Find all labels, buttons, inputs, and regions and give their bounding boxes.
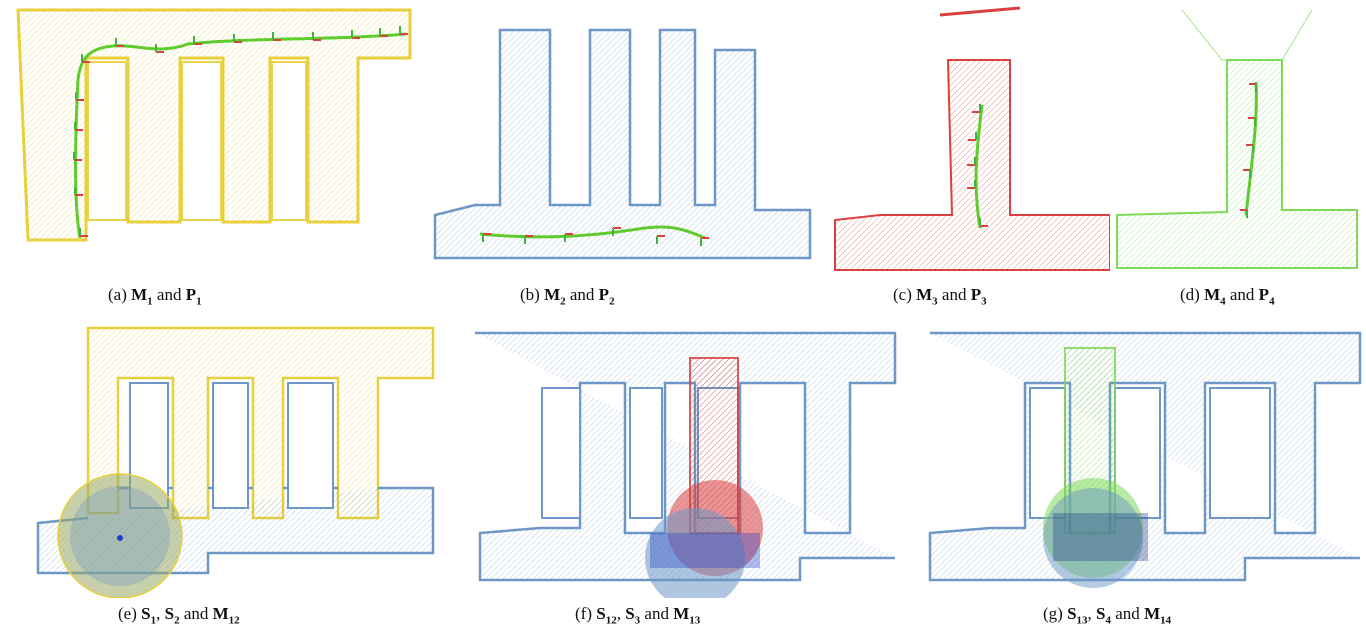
panel-g	[905, 318, 1363, 598]
caption-label: (e)	[118, 604, 142, 623]
caption-symbol: M14	[1144, 604, 1172, 627]
caption-f: (f) S12, S3 and M13	[575, 604, 701, 627]
caption-g: (g) S13, S4 and M14	[1043, 604, 1172, 627]
caption-label: (g)	[1043, 604, 1068, 623]
caption-label: (b)	[520, 285, 545, 304]
caption-symbol: S4	[1096, 604, 1112, 627]
caption-symbol: S2	[164, 604, 180, 627]
caption-label: (a)	[108, 285, 132, 304]
m4-outline	[1116, 59, 1358, 269]
caption-symbol: P4	[1258, 285, 1275, 308]
caption-b: (b) M2 and P2	[520, 285, 615, 308]
caption-symbol: M2	[544, 285, 566, 308]
panel-b	[425, 0, 815, 272]
map-m12-merged	[36, 326, 435, 598]
map-m14-merged	[928, 331, 1362, 588]
caption-symbol: M13	[673, 604, 701, 627]
panel-d	[1112, 0, 1362, 272]
p2-poses	[482, 227, 709, 246]
p4-trajectory	[1244, 81, 1258, 216]
caption-symbol: M3	[916, 285, 938, 308]
panel-a	[8, 0, 420, 272]
caption-symbol: M1	[131, 285, 153, 308]
panel-f	[440, 318, 900, 598]
panel-c	[820, 0, 1110, 272]
p4-poses	[1240, 83, 1257, 218]
caption-symbol: P2	[598, 285, 615, 308]
map-m13-merged	[475, 331, 897, 598]
submap-s12-sphere	[645, 508, 745, 598]
m2-outline	[433, 28, 812, 260]
submap-s13-sphere	[1043, 488, 1143, 588]
caption-label: (d)	[1180, 285, 1205, 304]
caption-a: (a) M1 and P1	[108, 285, 202, 308]
panel-e	[8, 318, 438, 598]
p3-poses	[967, 104, 988, 227]
caption-symbol: S3	[625, 604, 641, 627]
caption-e: (e) S1, S2 and M12	[118, 604, 240, 627]
caption-symbol: S13	[1067, 604, 1088, 627]
caption-symbol: P1	[185, 285, 202, 308]
map-m3-point-cloud	[834, 6, 1110, 271]
caption-label: (f)	[575, 604, 597, 623]
map-m2-point-cloud	[433, 28, 812, 260]
map-m4-point-cloud	[1116, 9, 1358, 269]
caption-symbol: M12	[212, 604, 240, 627]
caption-symbol: S12	[596, 604, 617, 627]
caption-c: (c) M3 and P3	[893, 285, 987, 308]
caption-symbol: S1	[141, 604, 157, 627]
p1-poses	[73, 26, 408, 237]
caption-d: (d) M4 and P4	[1180, 285, 1275, 308]
p3-trajectory	[974, 104, 984, 229]
caption-symbol: M4	[1204, 285, 1226, 308]
caption-label: (c)	[893, 285, 917, 304]
map-m1-point-cloud	[16, 8, 412, 242]
caption-symbol: P3	[970, 285, 987, 308]
